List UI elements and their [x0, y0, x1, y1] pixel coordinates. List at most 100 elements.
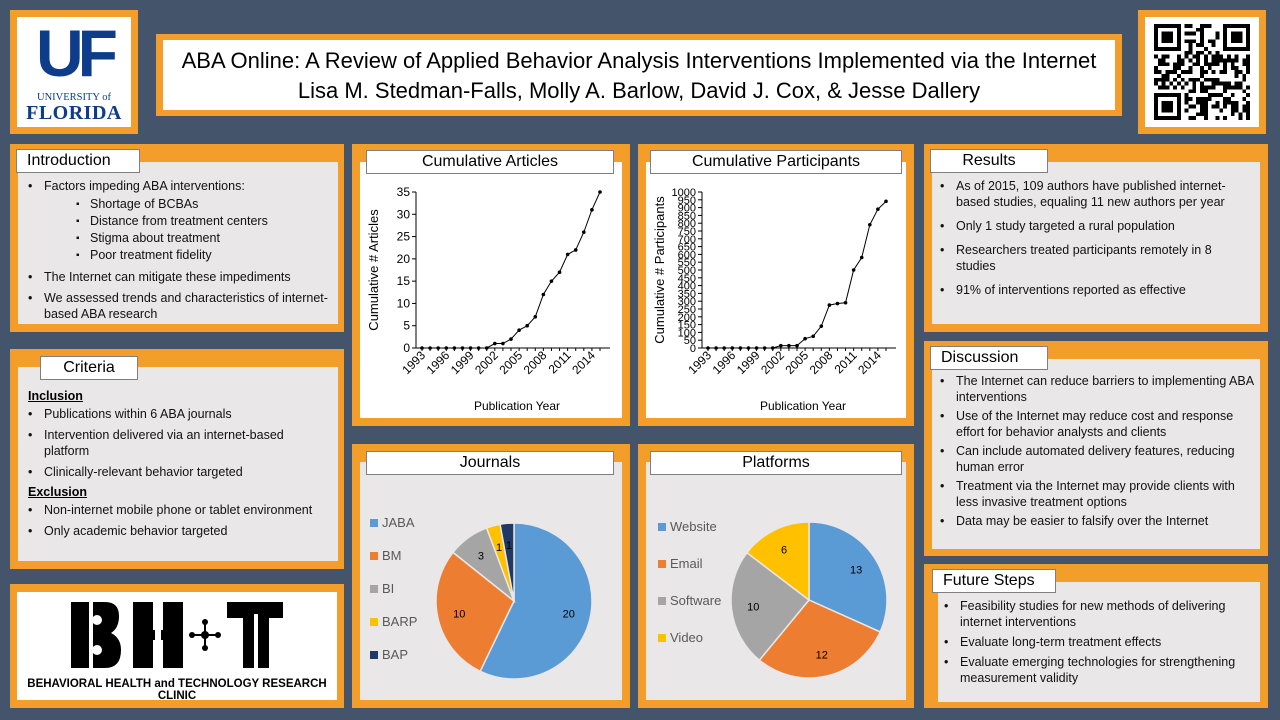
- qr-module: [1215, 104, 1220, 109]
- discussion-point: Treatment via the Internet may provide c…: [936, 478, 1256, 510]
- inclusion-item: Publications within 6 ABA journals: [24, 406, 332, 422]
- data-point: [859, 255, 864, 260]
- data-point: [722, 346, 726, 350]
- qr-module: [1230, 58, 1235, 63]
- data-point: [868, 222, 872, 227]
- qr-module: [1234, 58, 1239, 63]
- y-tick-label: 5: [403, 319, 410, 333]
- qr-module: [1207, 24, 1212, 28]
- qr-module: [1215, 100, 1220, 105]
- qr-module: [1188, 96, 1193, 101]
- y-tick-label: 100: [678, 327, 696, 339]
- clinic-name: BEHAVIORAL HEALTH and TECHNOLOGY RESEARC…: [27, 678, 327, 702]
- qr-module: [1200, 66, 1204, 71]
- legend-swatch: [370, 618, 378, 626]
- future-point: Evaluate emerging technologies for stren…: [940, 654, 1256, 686]
- qr-module: [1211, 93, 1216, 97]
- qr-module: [1200, 112, 1204, 117]
- data-point: [730, 346, 735, 350]
- qr-module: [1226, 81, 1231, 86]
- qr-module: [1188, 104, 1193, 109]
- qr-module: [1165, 77, 1170, 82]
- qr-module: [1173, 70, 1178, 74]
- series-line: [708, 201, 887, 349]
- qr-module: [1234, 108, 1239, 113]
- qr-module: [1192, 39, 1197, 44]
- data-point: [541, 292, 546, 297]
- pie-slice: [808, 521, 888, 633]
- qr-module: [1246, 62, 1250, 67]
- data-point: [738, 346, 743, 350]
- qr-module: [1196, 58, 1201, 63]
- qr-module: [1211, 104, 1216, 109]
- qr-code-icon[interactable]: [1154, 24, 1250, 120]
- qr-module: [1192, 89, 1197, 94]
- qr-module: [1154, 70, 1158, 74]
- qr-module: [1203, 116, 1208, 120]
- introduction-body: Factors impeding ABA interventions: Shor…: [18, 162, 338, 324]
- qr-module: [1230, 85, 1235, 90]
- clinic-panel: BEHAVIORAL HEALTH and TECHNOLOGY RESEARC…: [10, 584, 344, 708]
- qr-module: [1161, 77, 1166, 82]
- intro-factor: Distance from treatment centers: [44, 213, 332, 230]
- exclusion-item: Only academic behavior targeted: [24, 523, 332, 539]
- criteria-title: Criteria: [40, 356, 138, 380]
- y-axis-title: Cumulative # Articles: [366, 209, 381, 331]
- x-tick-label: 1999: [448, 348, 477, 377]
- qr-module: [1203, 108, 1208, 113]
- slice-data-label: 6: [781, 545, 787, 557]
- x-tick-label: 1996: [424, 348, 453, 377]
- pie-slice: [479, 522, 593, 680]
- qr-module: [1211, 58, 1216, 63]
- qr-module: [1161, 81, 1166, 86]
- qr-module: [1246, 58, 1250, 63]
- exclusion-item: Non-internet mobile phone or tablet envi…: [24, 502, 332, 518]
- qr-module: [1242, 104, 1247, 109]
- slice-data-label: 12: [816, 650, 828, 662]
- qr-module: [1157, 58, 1162, 63]
- participants-chart-box: 0 50 100 150 200 250 300 350 400 450 500 550 600 650 7…: [646, 162, 906, 418]
- data-point: [476, 346, 481, 350]
- data-point: [876, 207, 880, 211]
- discussion-body: The Internet can reduce barriers to impl…: [932, 359, 1260, 549]
- y-tick-label: 0: [403, 341, 410, 355]
- legend-swatch: [370, 585, 378, 593]
- data-point: [428, 346, 432, 350]
- data-point: [509, 337, 513, 341]
- qr-module: [1188, 116, 1193, 120]
- data-point: [484, 346, 489, 350]
- future-point: Feasibility studies for new methods of d…: [940, 598, 1256, 630]
- x-tick-label: 2011: [832, 348, 860, 376]
- qr-module: [1203, 77, 1208, 82]
- qr-module: [1165, 73, 1170, 78]
- qr-module: [1200, 85, 1204, 90]
- intro-point: The Internet can mitigate these impedime…: [24, 269, 332, 285]
- qr-module: [1184, 96, 1189, 101]
- qr-module: [1242, 77, 1247, 82]
- qr-module: [1177, 73, 1181, 78]
- data-point: [803, 336, 807, 341]
- qr-module: [1242, 108, 1247, 113]
- y-tick-label: 850: [678, 210, 696, 222]
- data-point: [770, 346, 775, 350]
- qr-module: [1234, 70, 1239, 74]
- qr-module: [1200, 108, 1204, 113]
- qr-module: [1234, 85, 1239, 90]
- qr-module: [1184, 93, 1189, 97]
- qr-module: [1165, 54, 1170, 59]
- legend-label: BAP: [382, 647, 408, 662]
- discussion-point: The Internet can reduce barriers to impl…: [936, 373, 1256, 405]
- participants-chart-title: Cumulative Participants: [650, 150, 902, 174]
- data-point: [779, 343, 783, 348]
- qr-module: [1173, 77, 1178, 82]
- legend-swatch: [370, 519, 378, 527]
- platforms-chart-panel: 13 12 10 6 Website Email Software Video Platfor…: [638, 444, 914, 708]
- qr-module: [1184, 108, 1189, 113]
- qr-module: [1161, 85, 1166, 90]
- data-point: [706, 346, 710, 350]
- qr-module: [1207, 93, 1212, 97]
- qr-module: [1184, 31, 1189, 36]
- legend-label: Website: [670, 519, 717, 534]
- exclusion-label: Exclusion: [28, 485, 88, 499]
- qr-module: [1219, 81, 1224, 86]
